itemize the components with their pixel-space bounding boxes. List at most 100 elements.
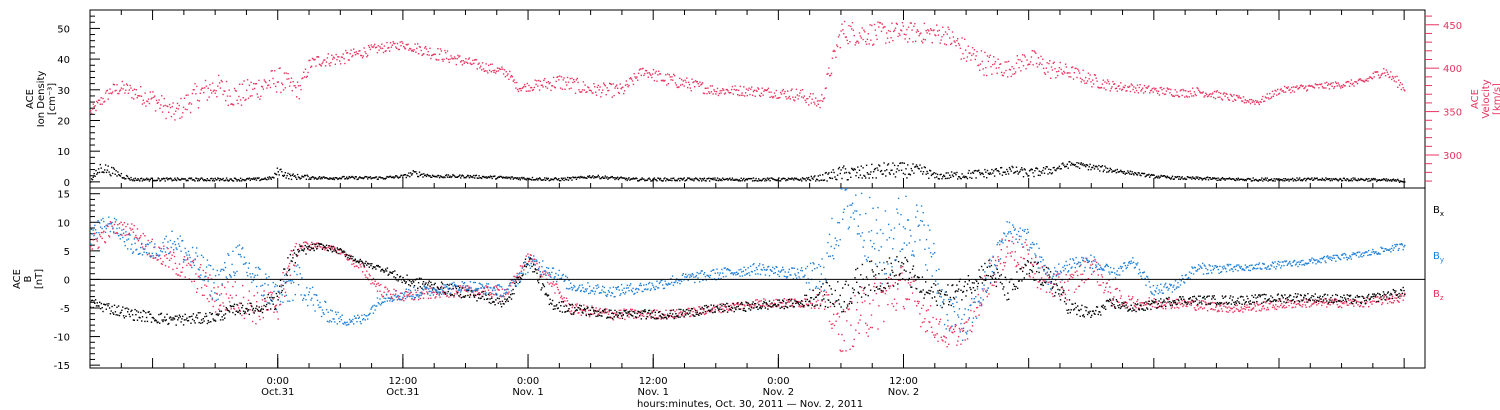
- bz-point: [185, 259, 187, 261]
- velocity-point: [1322, 87, 1324, 89]
- bz-point: [1296, 300, 1298, 302]
- velocity-point: [772, 97, 774, 99]
- velocity-point: [1338, 84, 1340, 86]
- bz-point: [1115, 288, 1118, 290]
- density-point: [317, 177, 320, 179]
- bx-point: [182, 315, 184, 318]
- density-point: [250, 178, 252, 180]
- density-point: [290, 178, 293, 181]
- velocity-point: [420, 49, 422, 52]
- bx-point: [221, 316, 223, 318]
- velocity-point: [1305, 85, 1307, 87]
- density-point: [629, 179, 631, 181]
- velocity-point: [778, 97, 780, 99]
- bx-point: [209, 312, 211, 314]
- velocity-point: [363, 47, 365, 49]
- velocity-point: [1220, 92, 1222, 95]
- density-point: [616, 177, 618, 180]
- density-point: [684, 180, 686, 182]
- velocity-point: [633, 73, 635, 75]
- velocity-point: [1028, 63, 1031, 65]
- velocity-point: [727, 90, 729, 92]
- bz-point: [969, 329, 971, 331]
- bz-point: [867, 335, 869, 337]
- density-point: [388, 175, 391, 178]
- density-point: [1050, 173, 1053, 175]
- density-point: [1253, 179, 1255, 182]
- bz-point: [204, 284, 206, 286]
- density-point: [1021, 169, 1024, 171]
- density-point: [244, 179, 246, 182]
- bz-point: [551, 283, 554, 285]
- density-point: [404, 174, 407, 176]
- bz-point: [465, 290, 467, 292]
- density-point: [1346, 178, 1348, 180]
- velocity-point: [690, 90, 692, 92]
- velocity-point: [1236, 95, 1239, 97]
- bx-point: [128, 313, 130, 316]
- density-point: [1006, 168, 1008, 171]
- density-point: [1015, 166, 1018, 168]
- density-point: [1168, 176, 1170, 179]
- density-point: [1246, 178, 1248, 180]
- velocity-point: [1227, 99, 1230, 101]
- velocity-point: [566, 84, 568, 86]
- velocity-point: [1304, 87, 1306, 89]
- bz-point: [1090, 264, 1092, 266]
- velocity-point: [342, 53, 344, 55]
- bx-point: [206, 322, 209, 325]
- velocity-point: [772, 96, 775, 98]
- bz-point: [1232, 311, 1234, 313]
- bz-point: [427, 292, 429, 294]
- velocity-point: [204, 87, 206, 89]
- bz-point: [549, 275, 551, 277]
- bz-point: [1358, 305, 1361, 308]
- bx-point: [126, 307, 128, 309]
- density-point: [1018, 171, 1020, 174]
- velocity-point: [453, 56, 456, 58]
- density-point: [1394, 179, 1396, 181]
- bz-point: [1403, 295, 1405, 297]
- velocity-point: [393, 42, 395, 45]
- bx-point: [279, 285, 281, 287]
- bz-point: [791, 304, 793, 307]
- bz-point: [1252, 307, 1255, 309]
- velocity-point: [1075, 67, 1077, 70]
- velocity-point: [1377, 74, 1380, 76]
- density-point: [608, 177, 610, 179]
- bz-point: [888, 276, 890, 279]
- bz-point: [886, 282, 888, 285]
- velocity-point: [914, 23, 916, 25]
- bz-point: [160, 262, 163, 265]
- bz-point: [1243, 307, 1245, 310]
- bz-point: [225, 293, 227, 295]
- density-point: [844, 168, 847, 170]
- velocity-axis-label-3: [km/s]: [1492, 83, 1500, 115]
- density-point: [291, 174, 293, 176]
- velocity-point: [911, 29, 913, 31]
- velocity-point: [1018, 67, 1020, 69]
- velocity-point: [1167, 88, 1169, 91]
- velocity-point: [210, 89, 212, 91]
- velocity-point: [1034, 51, 1036, 53]
- density-point: [229, 178, 231, 180]
- velocity-point: [312, 58, 315, 60]
- velocity-point: [1300, 84, 1303, 86]
- density-point: [1334, 177, 1337, 180]
- velocity-point: [248, 84, 251, 86]
- density-point: [561, 178, 564, 181]
- bz-point: [523, 269, 525, 271]
- bz-point: [1294, 301, 1296, 304]
- velocity-point: [900, 29, 902, 31]
- density-point: [1025, 172, 1027, 174]
- density-point: [1175, 176, 1177, 179]
- bz-point: [816, 294, 818, 296]
- velocity-point: [141, 103, 144, 105]
- density-point: [515, 177, 517, 179]
- density-point: [1278, 179, 1281, 182]
- density-point: [415, 171, 417, 173]
- density-tick-label: 30: [57, 86, 70, 97]
- velocity-point: [100, 97, 102, 99]
- density-point: [884, 170, 886, 172]
